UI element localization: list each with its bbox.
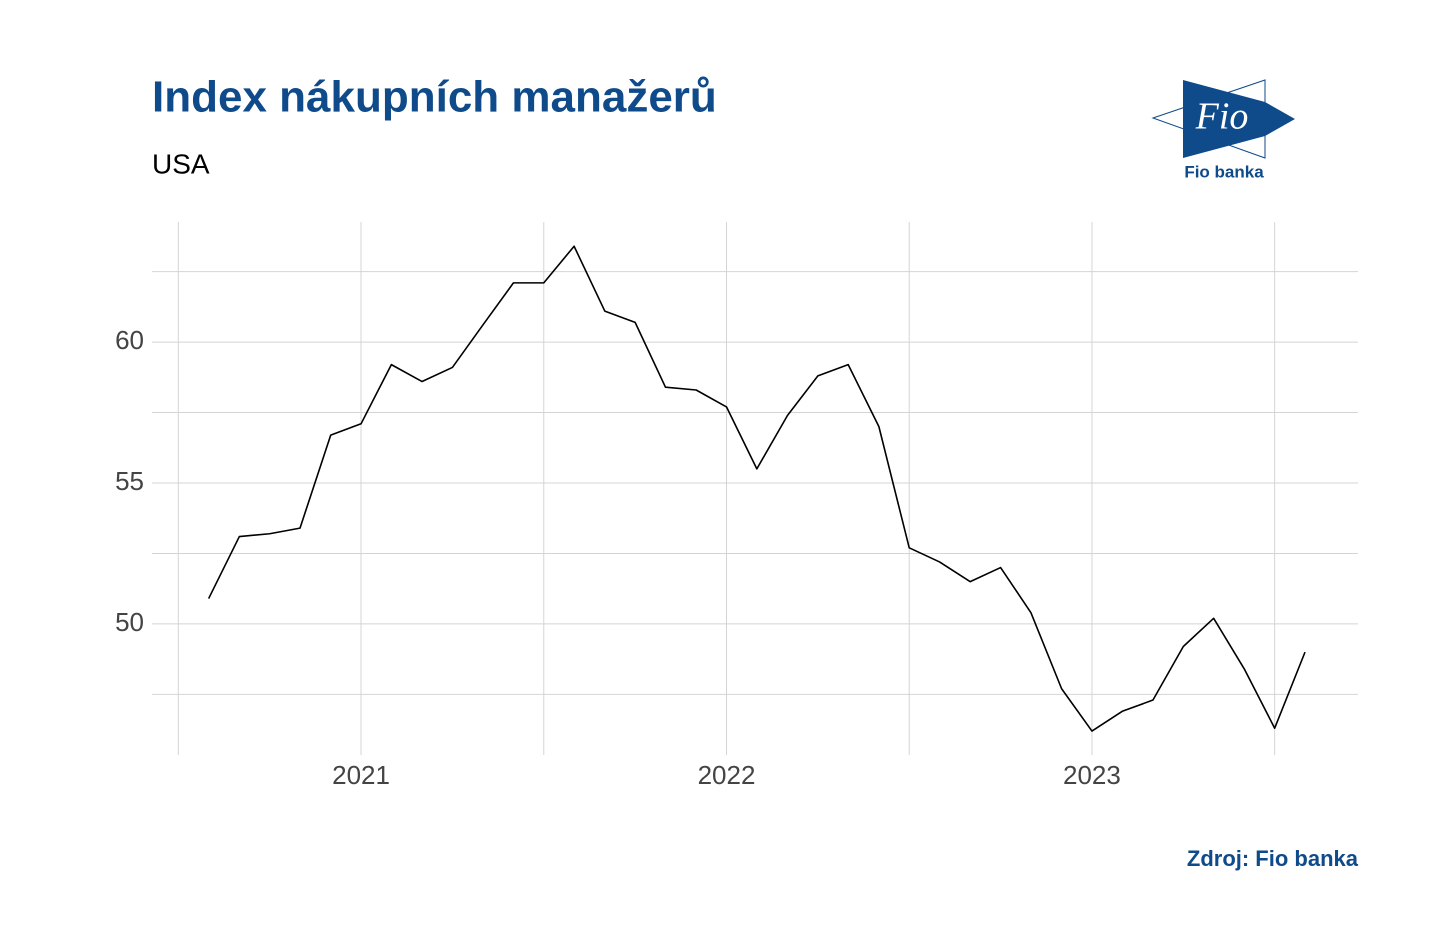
logo: Fio Fio banka (1151, 79, 1295, 181)
x-tick-label: 2022 (698, 760, 756, 790)
y-tick-label: 55 (115, 466, 144, 496)
logo-mark: Fio (1195, 96, 1249, 138)
data-line (207, 245, 1306, 732)
y-tick-label: 60 (115, 325, 144, 355)
source-caption: Zdroj: Fio banka (1187, 846, 1359, 871)
chart-title: Index nákupních manažerů (152, 73, 717, 122)
y-tick-label: 50 (115, 607, 144, 637)
logo-flag (1183, 80, 1295, 158)
x-tick-label: 2021 (332, 760, 390, 790)
logo-name: Fio banka (1184, 162, 1264, 181)
x-tick-label: 2023 (1063, 760, 1121, 790)
chart-subtitle: USA (152, 148, 210, 179)
